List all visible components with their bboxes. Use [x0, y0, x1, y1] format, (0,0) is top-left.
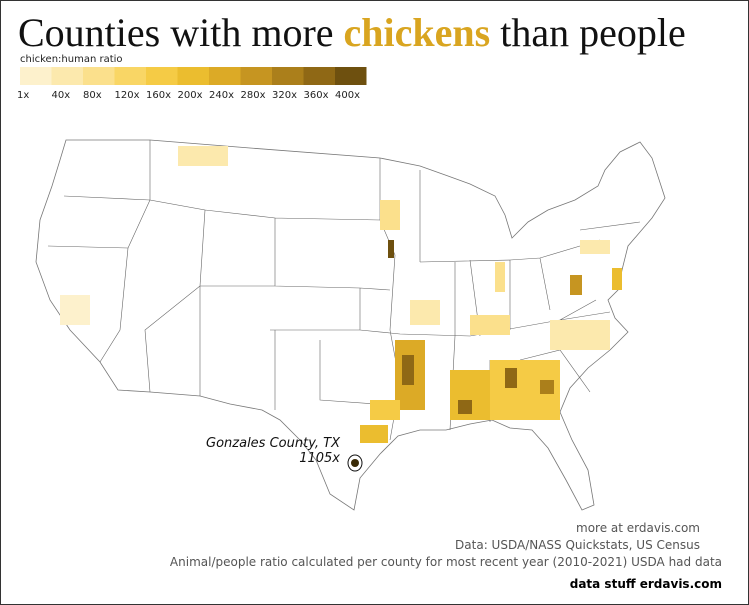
legend-swatch	[272, 67, 304, 85]
legend-swatch	[51, 67, 83, 85]
legend-label: 240x	[209, 90, 234, 101]
county-patch	[380, 200, 400, 230]
legend-swatch	[146, 67, 178, 85]
legend: 1x 40x 80x 120x 160x 200x 240x 280x 320x 360x 400x	[17, 67, 367, 101]
county-patch	[570, 275, 582, 295]
county-patch	[612, 268, 622, 290]
credit-line: more at erdavis.com	[576, 521, 700, 535]
legend-swatch	[303, 67, 335, 85]
title: Counties with more chickens than people	[18, 10, 686, 55]
annotation-name: Gonzales County, TX	[206, 436, 341, 451]
county-patch	[505, 368, 517, 388]
legend-swatch	[209, 67, 241, 85]
legend-label: 280x	[241, 90, 266, 101]
legend-swatch	[240, 67, 272, 85]
county-patch	[370, 400, 400, 420]
county-patch	[580, 240, 610, 254]
legend-swatch	[20, 67, 52, 85]
title-highlight: chickens	[344, 10, 491, 55]
legend-title: chicken:human ratio	[20, 54, 123, 65]
legend-swatch	[177, 67, 209, 85]
badge: data stuff erdavis.com	[570, 577, 722, 591]
legend-label: 400x	[335, 90, 360, 101]
county-patch	[458, 400, 472, 414]
county-patch	[360, 425, 388, 443]
legend-swatch	[114, 67, 146, 85]
county-patch	[540, 380, 554, 394]
county-patch	[388, 240, 394, 258]
county-patch	[60, 295, 90, 325]
title-part: Counties with more	[18, 10, 344, 55]
title-part: than people	[490, 10, 686, 55]
county-patch	[402, 355, 414, 385]
legend-label: 320x	[272, 90, 297, 101]
legend-swatch	[335, 67, 367, 85]
credit-line: Data: USDA/NASS Quickstats, US Census	[455, 538, 700, 552]
legend-label: 80x	[83, 90, 102, 101]
annotation-ratio: 1105x	[299, 451, 340, 466]
legend-label: 200x	[178, 90, 203, 101]
credit-line: Animal/people ratio calculated per count…	[170, 555, 722, 569]
county-patch	[410, 300, 440, 325]
legend-label: 40x	[52, 90, 71, 101]
legend-label: 160x	[146, 90, 171, 101]
legend-label: 120x	[115, 90, 140, 101]
county-patch	[550, 320, 610, 350]
legend-swatch	[83, 67, 115, 85]
county-patch	[495, 262, 505, 292]
legend-label: 360x	[304, 90, 329, 101]
county-patch	[178, 146, 228, 166]
map	[35, 139, 666, 511]
highlight-county	[351, 459, 359, 467]
legend-label: 1x	[17, 90, 29, 101]
county-patches	[60, 146, 622, 443]
county-patch	[470, 315, 510, 335]
